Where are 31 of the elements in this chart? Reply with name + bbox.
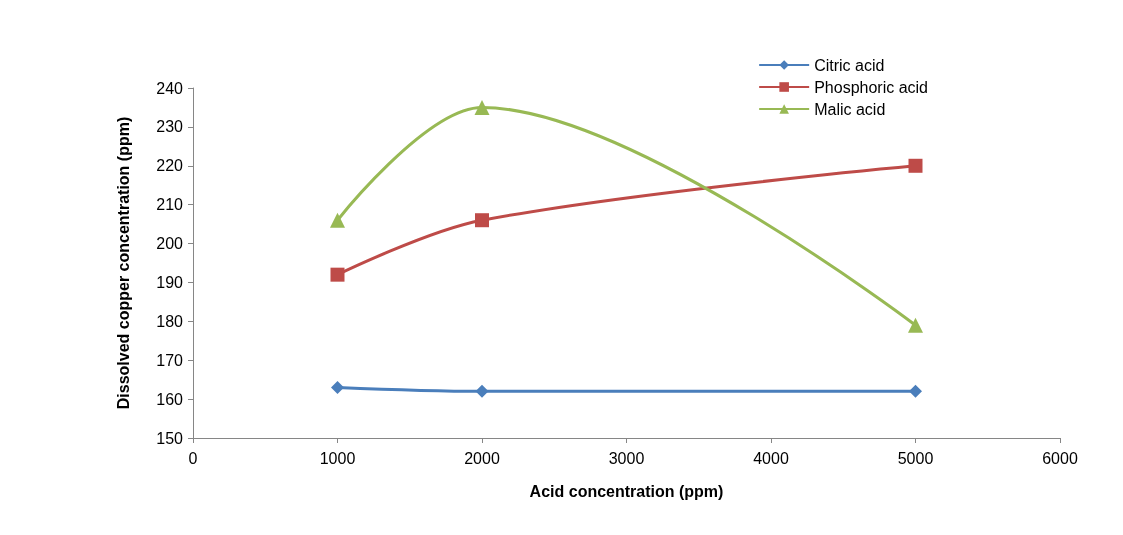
y-tick-label: 210 <box>156 196 184 214</box>
point <box>330 267 345 282</box>
y-tick-label: 240 <box>156 79 184 97</box>
x-tick-label: 6000 <box>1042 449 1078 467</box>
x-tick-label: 0 <box>188 449 198 467</box>
y-tick-label: 220 <box>156 157 184 175</box>
x-tick-label: 3000 <box>608 449 645 467</box>
point <box>330 212 345 228</box>
x-tick-label: 1000 <box>319 449 356 467</box>
y-tick-label: 230 <box>156 118 184 136</box>
y-tick-label: 160 <box>156 390 184 408</box>
point <box>909 384 922 398</box>
y-tick-label: 180 <box>156 312 184 330</box>
y-tick-label: 170 <box>156 351 184 369</box>
x-tick-label: 2000 <box>464 449 500 467</box>
legend-label: Malic acid <box>814 100 886 118</box>
point <box>908 317 923 333</box>
y-tick-label: 190 <box>156 273 184 291</box>
x-tick-label: 5000 <box>897 449 934 467</box>
point <box>908 158 923 173</box>
legend-label: Citric acid <box>814 56 885 74</box>
point <box>475 384 489 398</box>
legend-label: Phosphoric acid <box>814 78 928 96</box>
y-axis-title: Dissolved copper concentration (ppm) <box>114 116 132 410</box>
point <box>474 99 490 115</box>
point <box>331 380 344 394</box>
y-tick-label: 200 <box>156 235 184 253</box>
point <box>475 213 489 228</box>
x-tick-label: 4000 <box>753 449 789 467</box>
x-axis-title: Acid concentration (ppm) <box>529 482 724 500</box>
y-tick-label: 150 <box>156 429 184 447</box>
